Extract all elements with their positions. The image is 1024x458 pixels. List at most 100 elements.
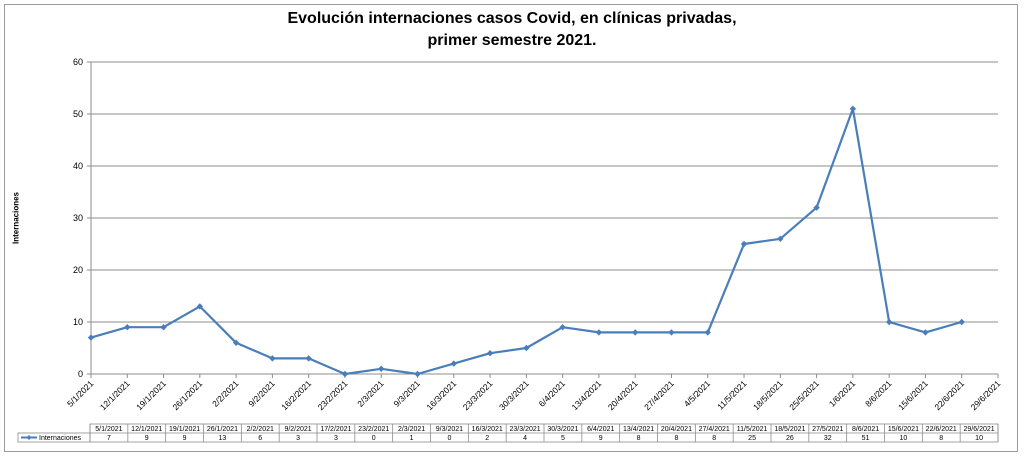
- y-tick-label: 30: [73, 213, 83, 223]
- x-tick-label: 9/3/2021: [391, 378, 422, 409]
- data-table-header-cell: 2/3/2021: [398, 426, 425, 433]
- x-tick-label: 16/3/2021: [424, 378, 458, 412]
- x-tick-label: 18/5/2021: [751, 378, 785, 412]
- data-table-header-cell: 11/5/2021: [737, 426, 768, 433]
- data-point: [922, 329, 929, 336]
- x-tick-label: 9/2/2021: [246, 378, 277, 409]
- data-table-header-cell: 9/2/2021: [284, 426, 311, 433]
- data-table-value-cell: 51: [862, 435, 870, 442]
- data-table-value-cell: 13: [219, 435, 227, 442]
- chart-title-line-2: primer semestre 2021.: [427, 32, 597, 49]
- data-table-value-cell: 1: [410, 435, 414, 442]
- y-tick-label: 60: [73, 57, 83, 67]
- data-point: [232, 339, 240, 346]
- data-table-value-cell: 3: [296, 435, 300, 442]
- x-tick-label: 29/6/2021: [969, 378, 1003, 412]
- data-point: [523, 344, 530, 352]
- data-point: [269, 355, 276, 362]
- data-table-value-cell: 0: [372, 435, 376, 442]
- x-tick-label: 22/6/2021: [932, 378, 966, 412]
- data-table-value-cell: 4: [523, 435, 527, 442]
- x-tick-label: 19/1/2021: [134, 378, 168, 412]
- chart-title: Evolución internaciones casos Covid, en …: [0, 8, 1024, 52]
- x-tick-label: 20/4/2021: [606, 378, 640, 412]
- x-tick-label: 4/5/2021: [682, 378, 713, 409]
- y-tick-label: 40: [73, 161, 83, 171]
- data-point: [813, 204, 820, 211]
- legend-marker: [26, 435, 32, 440]
- data-point: [559, 324, 566, 331]
- data-table-value-cell: 6: [258, 435, 262, 442]
- data-table-header-cell: 2/2/2021: [247, 426, 274, 433]
- data-table-header-cell: 29/6/2021: [964, 426, 995, 433]
- x-tick-label: 2/2/2021: [210, 378, 241, 409]
- data-table-header-cell: 13/4/2021: [623, 426, 654, 433]
- data-table-header-cell: 17/2/2021: [320, 426, 351, 433]
- x-tick-label: 16/2/2021: [279, 378, 313, 412]
- data-point: [196, 303, 204, 310]
- data-table-value-cell: 8: [939, 435, 943, 442]
- data-table-value-cell: 25: [748, 435, 756, 442]
- x-tick-label: 11/5/2021: [715, 378, 749, 412]
- data-point: [668, 329, 675, 336]
- y-tick-label: 0: [78, 369, 83, 379]
- x-tick-label: 30/3/2021: [497, 378, 531, 412]
- chart-title-line-1: Evolución internaciones casos Covid, en …: [287, 10, 737, 27]
- data-table-header-cell: 30/3/2021: [547, 426, 578, 433]
- data-table-header-cell: 23/3/2021: [510, 426, 541, 433]
- data-table-value-cell: 8: [712, 435, 716, 442]
- x-tick-label: 23/2/2021: [316, 378, 350, 412]
- y-tick-label: 50: [73, 109, 83, 119]
- data-table-header-cell: 22/6/2021: [926, 426, 957, 433]
- data-point: [849, 105, 857, 112]
- data-table-value-cell: 3: [334, 435, 338, 442]
- data-table-key-cell: [17, 432, 91, 443]
- data-table-value-cell: 32: [824, 435, 832, 442]
- data-point: [885, 318, 893, 326]
- y-tick-label: 20: [73, 265, 83, 275]
- data-table-header-cell: 26/1/2021: [207, 426, 238, 433]
- x-tick-label: 23/3/2021: [461, 378, 495, 412]
- data-table-value-cell: 5: [561, 435, 565, 442]
- x-tick-label: 1/6/2021: [827, 378, 858, 409]
- data-point: [958, 318, 965, 326]
- data-table-header-cell: 23/2/2021: [358, 426, 389, 433]
- x-tick-label: 13/4/2021: [570, 378, 604, 412]
- x-tick-label: 12/1/2021: [98, 378, 132, 412]
- data-table-value-cell: 9: [145, 435, 149, 442]
- data-table-header-cell: 19/1/2021: [169, 426, 200, 433]
- data-point: [777, 235, 784, 242]
- data-table-value-cell: 0: [447, 435, 451, 442]
- data-table-value-cell: 8: [674, 435, 678, 442]
- y-tick-label: 10: [73, 317, 83, 327]
- data-point: [595, 329, 603, 336]
- data-table-header-cell: 8/6/2021: [852, 426, 879, 433]
- data-table-header-cell: 12/1/2021: [131, 426, 162, 433]
- data-point: [341, 370, 349, 378]
- data-table-header-cell: 20/4/2021: [661, 426, 692, 433]
- data-point: [160, 324, 167, 331]
- data-point: [414, 370, 421, 378]
- data-table-header-cell: 5/1/2021: [95, 426, 122, 433]
- data-table-value-cell: 9: [183, 435, 187, 442]
- data-table-value-cell: 10: [975, 435, 983, 442]
- data-point: [124, 324, 131, 331]
- data-table-value-cell: 7: [107, 435, 111, 442]
- data-point: [450, 360, 457, 367]
- data-point: [704, 329, 711, 336]
- series-line: [90, 107, 963, 376]
- data-point: [305, 355, 312, 362]
- x-tick-label: 2/3/2021: [355, 378, 386, 409]
- legend-label: Internaciones: [39, 435, 82, 442]
- data-point: [632, 329, 639, 336]
- data-table-value-cell: 2: [485, 435, 489, 442]
- x-tick-label: 15/6/2021: [896, 378, 930, 412]
- data-table-header-cell: 18/5/2021: [774, 426, 805, 433]
- x-tick-label: 8/6/2021: [863, 378, 894, 409]
- data-table-header-cell: 27/5/2021: [812, 426, 843, 433]
- x-tick-label: 27/4/2021: [642, 378, 676, 412]
- data-table-value-cell: 8: [637, 435, 641, 442]
- x-tick-label: 5/1/2021: [65, 378, 96, 409]
- x-tick-label: 6/4/2021: [537, 378, 568, 409]
